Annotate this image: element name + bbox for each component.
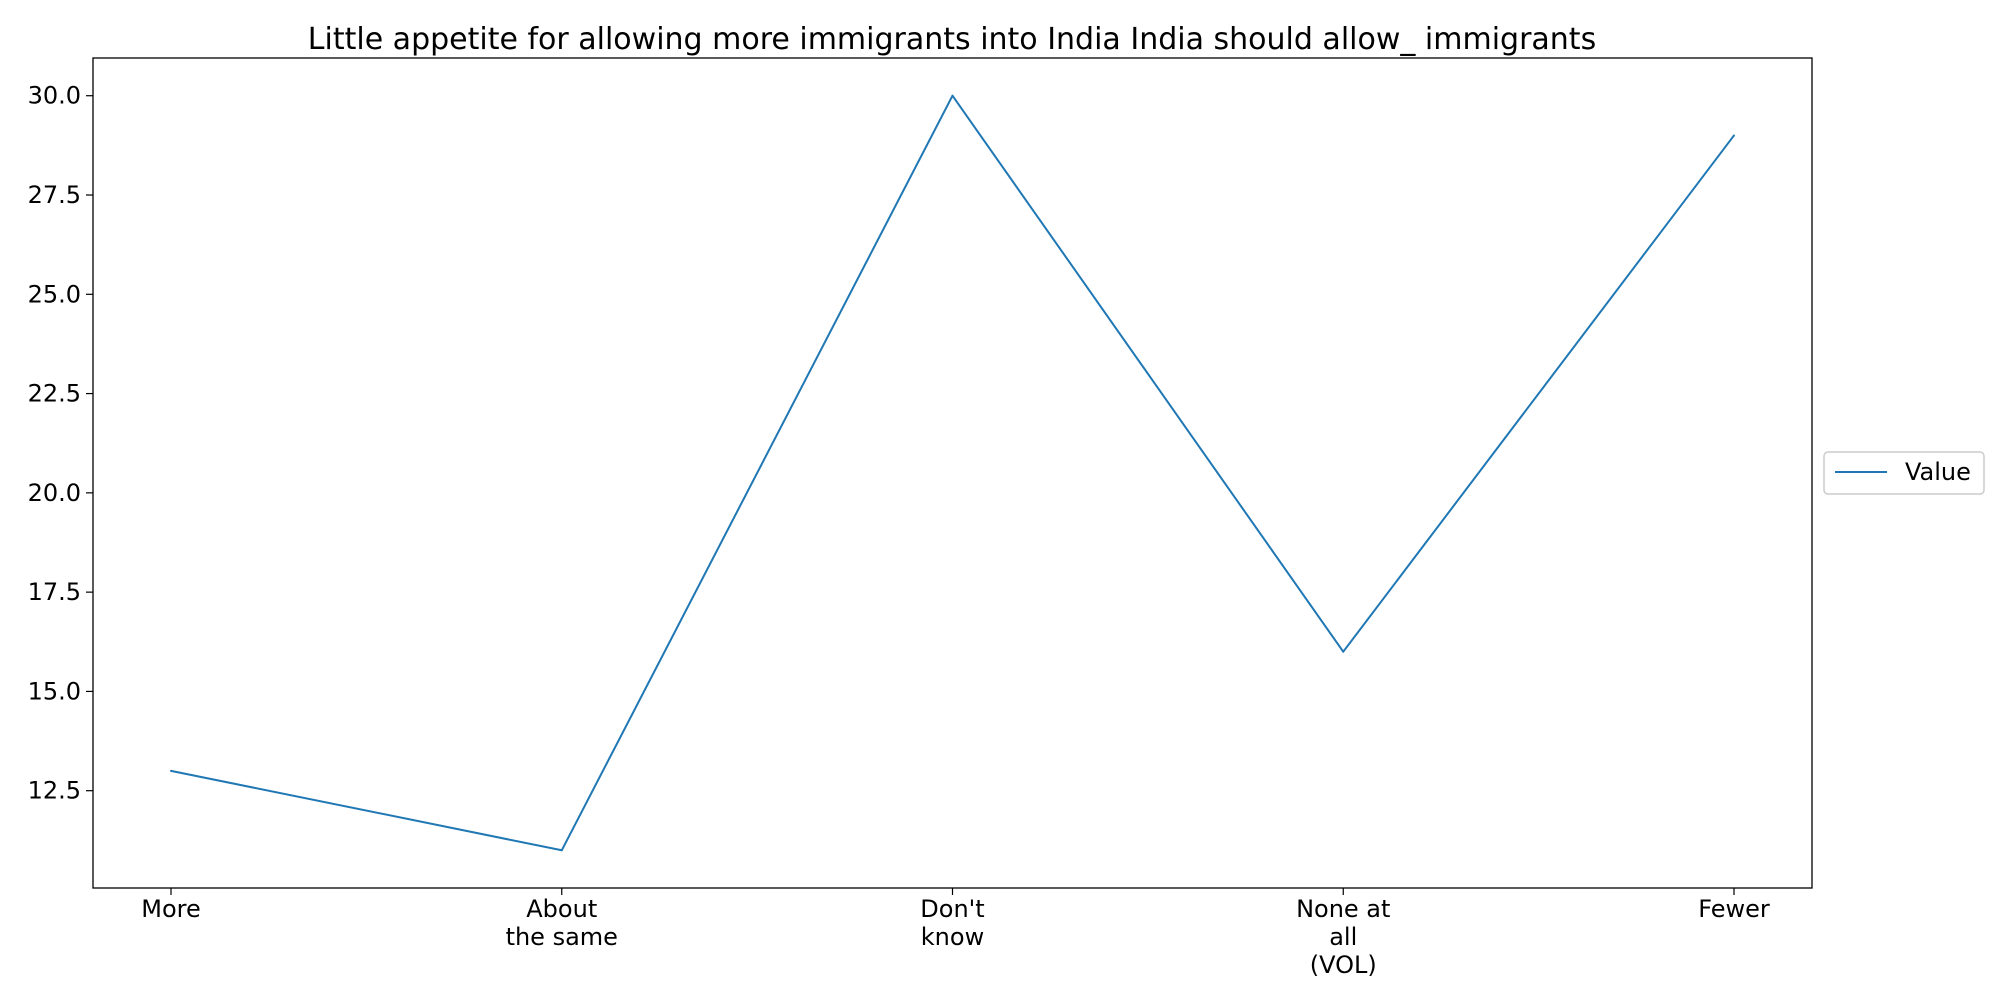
x-tick-label: More [141, 895, 201, 923]
y-tick-label: 30.0 [28, 82, 81, 110]
data-point [560, 849, 563, 852]
y-tick-label: 12.5 [28, 777, 81, 805]
y-tick-label: 25.0 [28, 280, 81, 308]
x-tick-label: About the same [506, 895, 618, 951]
series-line-value [170, 94, 1735, 852]
y-tick-label: 22.5 [28, 380, 81, 408]
legend-label-value: Value [1905, 458, 1971, 486]
data-point [1733, 134, 1735, 137]
legend-frame [1823, 451, 1985, 495]
y-tick-label: 17.5 [28, 578, 81, 606]
data-point [170, 769, 172, 772]
plot-frame [92, 57, 1813, 889]
y-tick-label: 15.0 [28, 677, 81, 705]
x-tick-label: Fewer [1698, 895, 1770, 923]
y-tick-label: 27.5 [28, 181, 81, 209]
data-point [1342, 650, 1345, 653]
y-tick-label: 20.0 [28, 479, 81, 507]
x-tick-label: None at all (VOL) [1296, 895, 1390, 979]
chart-title: Little appetite for allowing more immigr… [308, 22, 1596, 57]
data-point [951, 94, 954, 97]
legend: Value [1823, 451, 1985, 495]
plot-area: 12.5 15.0 17.5 20.0 22.5 25.0 27.5 30.0 More Abou… [28, 57, 1813, 979]
x-tick-label: Don't know [920, 895, 984, 951]
